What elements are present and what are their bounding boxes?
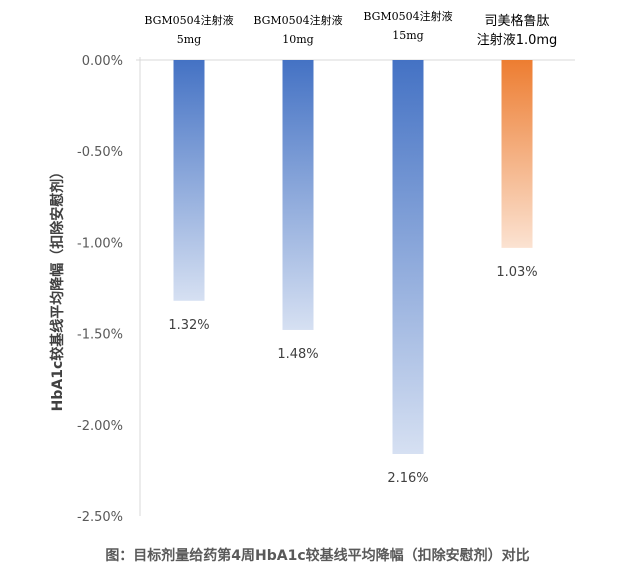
y-tick-label: -2.00%: [77, 419, 123, 434]
data-label: 1.48%: [277, 347, 318, 362]
data-label: 1.32%: [168, 318, 209, 333]
y-tick-label: -1.50%: [77, 328, 123, 343]
bar: [501, 60, 533, 248]
category-label: BGM0504注射液: [363, 9, 452, 23]
y-tick-label: 0.00%: [82, 54, 123, 69]
bar: [282, 60, 314, 330]
category-label: BGM0504注射液: [253, 13, 342, 27]
category-label: BGM0504注射液: [144, 13, 233, 27]
y-tick-label: -0.50%: [77, 145, 123, 160]
category-label: 10mg: [282, 33, 313, 46]
y-axis-label: HbA1c较基线平均降幅（扣除安慰剂）: [49, 165, 66, 412]
category-label: 5mg: [177, 33, 201, 46]
y-tick-label: -2.50%: [77, 510, 123, 525]
bar: [392, 60, 424, 454]
category-label: 司美格鲁肽: [484, 13, 549, 29]
bar: [173, 60, 205, 301]
category-label: 注射液1.0mg: [477, 32, 558, 48]
y-tick-label: -1.00%: [77, 236, 123, 251]
data-label: 1.03%: [496, 265, 537, 280]
data-label: 2.16%: [387, 471, 428, 486]
chart-caption: 图：目标剂量给药第4周HbA1c较基线平均降幅（扣除安慰剂）对比: [105, 548, 530, 564]
category-label: 15mg: [392, 29, 423, 42]
